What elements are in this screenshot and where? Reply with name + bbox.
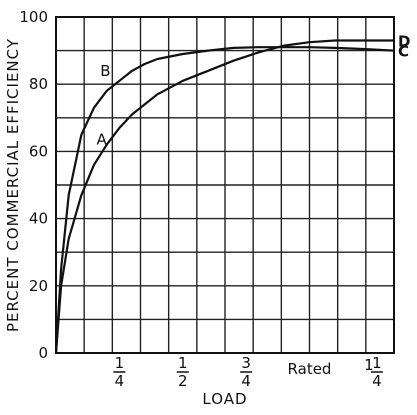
y-axis-title: PERCENT COMMERCIAL EFFICIENCY xyxy=(4,38,22,332)
y-tick-label: 20 xyxy=(29,277,48,295)
x-tick-label: 114 xyxy=(364,354,383,390)
x-tick-denominator: 2 xyxy=(178,372,188,390)
end-label-c: C xyxy=(398,43,409,61)
series-label-a: A xyxy=(96,131,107,149)
x-tick-label: 34 xyxy=(240,354,252,390)
y-tick-label: 0 xyxy=(38,344,48,362)
x-tick-text: Rated xyxy=(288,360,332,378)
x-tick-denominator: 4 xyxy=(372,372,382,390)
x-tick-numerator: 3 xyxy=(241,354,251,372)
y-tick-label: 60 xyxy=(29,142,48,160)
x-tick-denominator: 4 xyxy=(241,372,251,390)
x-tick-numerator: 1 xyxy=(372,354,382,372)
x-tick-numerator: 1 xyxy=(115,354,125,372)
y-tick-label: 40 xyxy=(29,210,48,228)
x-tick-label: 12 xyxy=(177,354,189,390)
x-tick-label: Rated xyxy=(288,360,332,378)
y-tick-label: 100 xyxy=(19,8,48,26)
x-axis-title: LOAD xyxy=(202,390,247,408)
x-tick-denominator: 4 xyxy=(115,372,125,390)
series-label-b: B xyxy=(100,62,110,80)
x-tick-numerator: 1 xyxy=(178,354,188,372)
y-tick-label: 80 xyxy=(29,75,48,93)
x-tick-label: 14 xyxy=(113,354,125,390)
